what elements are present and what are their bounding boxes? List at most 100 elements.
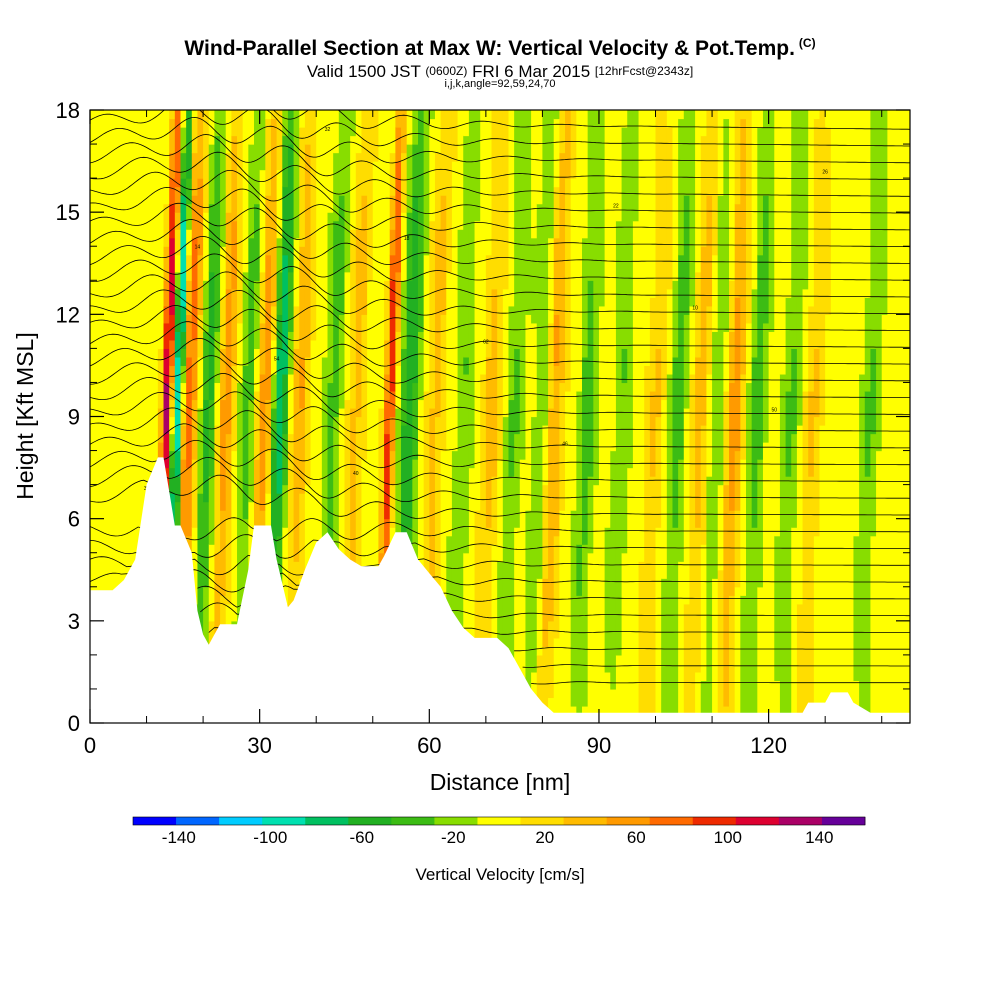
velocity-cell bbox=[757, 127, 764, 256]
velocity-cell bbox=[186, 178, 193, 205]
velocity-cell bbox=[169, 467, 176, 494]
velocity-cell bbox=[327, 212, 334, 384]
velocity-cell bbox=[683, 407, 691, 605]
velocity-cell bbox=[672, 280, 679, 358]
colorbar-swatch bbox=[262, 817, 306, 825]
velocity-cell bbox=[847, 110, 855, 723]
velocity-cell bbox=[135, 110, 142, 723]
theta-label: 18 bbox=[404, 236, 410, 242]
velocity-cell bbox=[615, 220, 623, 656]
velocity-cell bbox=[157, 442, 165, 469]
velocity-cell bbox=[355, 229, 363, 418]
velocity-cell bbox=[270, 373, 278, 409]
velocity-cell bbox=[123, 110, 131, 723]
velocity-cell bbox=[497, 459, 504, 562]
velocity-cell bbox=[548, 110, 555, 239]
x-tick-label: 0 bbox=[84, 733, 96, 758]
velocity-cell bbox=[485, 254, 493, 358]
velocity-cell bbox=[276, 237, 283, 273]
velocity-cell bbox=[615, 654, 623, 723]
velocity-cell bbox=[389, 195, 396, 230]
velocity-cell bbox=[678, 561, 685, 723]
theta-label: 54 bbox=[274, 357, 280, 363]
velocity-cell bbox=[355, 416, 363, 622]
velocity-cell bbox=[813, 118, 821, 349]
theta-contour bbox=[197, 585, 910, 608]
velocity-cell bbox=[553, 110, 560, 120]
copyright-mark: (C) bbox=[798, 36, 816, 50]
velocity-cell bbox=[384, 399, 391, 435]
velocity-cell bbox=[791, 110, 798, 349]
velocity-cell bbox=[638, 110, 645, 562]
velocity-cell bbox=[163, 203, 170, 247]
velocity-cell bbox=[881, 110, 888, 315]
velocity-cell bbox=[152, 110, 159, 503]
velocity-cell bbox=[717, 195, 724, 486]
velocity-cell bbox=[220, 110, 227, 247]
velocity-cell bbox=[276, 169, 283, 239]
theta-contour bbox=[90, 517, 910, 542]
y-tick-label: 0 bbox=[68, 711, 80, 736]
velocity-cell bbox=[214, 135, 221, 332]
velocity-cell bbox=[751, 288, 758, 358]
theta-contour bbox=[90, 569, 910, 593]
velocity-cell bbox=[191, 152, 199, 196]
velocity-cell bbox=[463, 135, 470, 358]
theta-contour bbox=[90, 202, 910, 248]
velocity-cell bbox=[644, 365, 651, 723]
velocity-cell bbox=[729, 110, 736, 281]
velocity-cell bbox=[429, 118, 436, 222]
velocity-cell bbox=[174, 288, 182, 307]
velocity-cell bbox=[316, 110, 323, 605]
velocity-cell bbox=[287, 110, 295, 145]
velocity-cell bbox=[446, 110, 453, 273]
velocity-cell bbox=[270, 339, 278, 375]
velocity-cell bbox=[525, 314, 532, 511]
theta-contour bbox=[200, 602, 910, 619]
velocity-cell bbox=[706, 305, 713, 375]
velocity-cell bbox=[180, 459, 187, 596]
velocity-cell bbox=[395, 365, 402, 409]
colorbar: -140 -100 -60 -20 20 60 100 140 bbox=[132, 816, 866, 847]
velocity-cell bbox=[169, 339, 176, 367]
velocity-cell bbox=[350, 135, 357, 230]
velocity-cell bbox=[740, 595, 747, 723]
velocity-cell bbox=[553, 118, 560, 188]
velocity-cell bbox=[372, 161, 380, 622]
velocity-cell bbox=[282, 186, 289, 256]
velocity-cell bbox=[180, 407, 187, 426]
velocity-cell bbox=[785, 297, 792, 392]
theta-contour bbox=[90, 271, 910, 316]
velocity-cell bbox=[140, 110, 148, 723]
velocity-cell bbox=[762, 195, 770, 324]
velocity-cell bbox=[706, 373, 713, 477]
velocity-cell bbox=[225, 110, 232, 154]
velocity-cell bbox=[276, 493, 283, 537]
velocity-cell bbox=[231, 110, 238, 137]
velocity-cell bbox=[587, 552, 594, 723]
velocity-cell bbox=[169, 382, 176, 401]
y-tick-label: 6 bbox=[68, 507, 80, 532]
x-tick-label: 90 bbox=[587, 733, 611, 758]
velocity-cell bbox=[604, 110, 611, 528]
velocity-cell bbox=[389, 484, 396, 528]
velocity-cell bbox=[406, 280, 413, 528]
velocity-cell bbox=[678, 110, 685, 120]
velocity-cell bbox=[157, 348, 165, 409]
velocity-cell bbox=[129, 110, 136, 723]
velocity-cell bbox=[808, 476, 815, 723]
colorbar-swatch bbox=[305, 817, 349, 825]
velocity-cell bbox=[593, 110, 600, 486]
velocity-cell bbox=[248, 144, 255, 239]
velocity-cell bbox=[451, 450, 459, 690]
velocity-cell bbox=[638, 561, 645, 723]
velocity-cell bbox=[695, 527, 702, 673]
velocity-cell bbox=[395, 271, 402, 307]
theta-contour bbox=[90, 372, 910, 418]
velocity-cell bbox=[440, 110, 447, 196]
velocity-cell bbox=[689, 110, 696, 307]
theta-contour bbox=[90, 423, 910, 469]
velocity-cell bbox=[565, 178, 572, 392]
velocity-cell bbox=[191, 399, 199, 460]
velocity-cell bbox=[372, 110, 380, 162]
